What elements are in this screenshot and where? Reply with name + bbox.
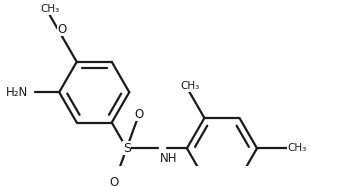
Text: CH₃: CH₃ — [180, 81, 199, 91]
Text: O: O — [109, 176, 118, 186]
Text: O: O — [134, 108, 143, 121]
Text: CH₃: CH₃ — [40, 4, 59, 14]
Text: S: S — [123, 142, 131, 155]
Text: NH: NH — [160, 152, 178, 165]
Text: H₂N: H₂N — [6, 86, 28, 99]
Text: CH₃: CH₃ — [288, 143, 307, 153]
Text: O: O — [58, 23, 67, 36]
